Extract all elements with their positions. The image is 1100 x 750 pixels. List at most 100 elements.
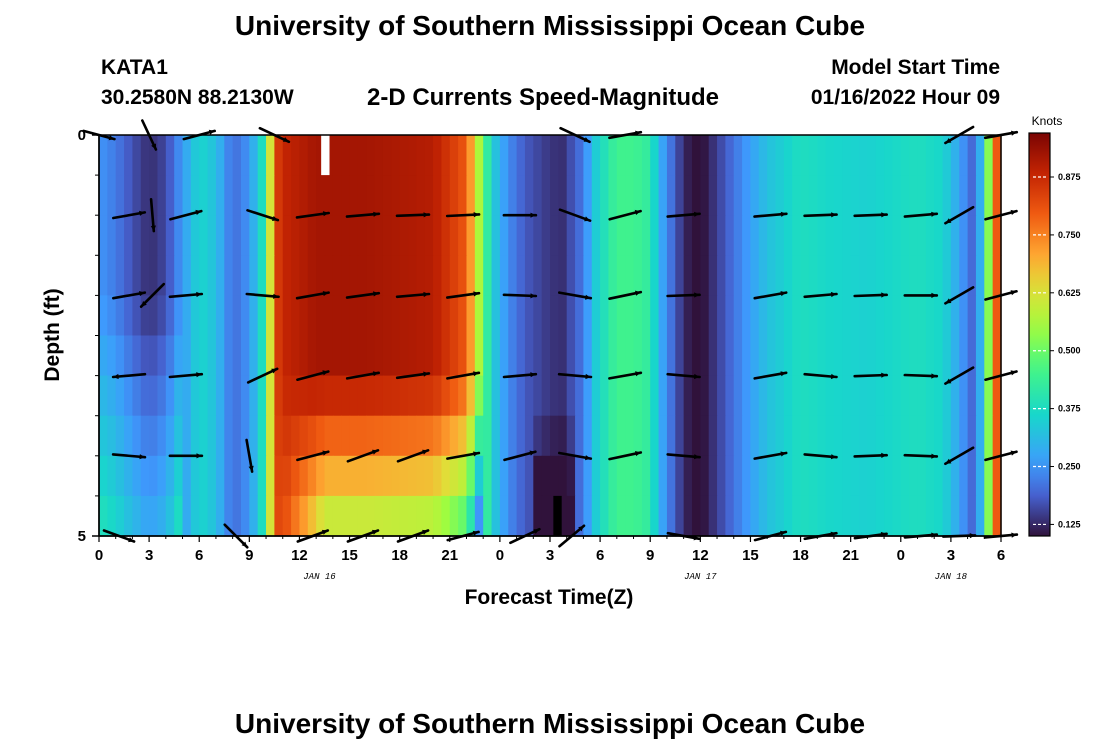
current-vector	[149, 198, 156, 233]
heat-cell	[591, 495, 601, 537]
heat-cell	[324, 215, 334, 256]
heat-cell	[541, 255, 551, 296]
heat-cell	[399, 295, 409, 337]
heat-cell	[942, 335, 952, 377]
heat-cell	[591, 255, 601, 296]
heat-cell	[742, 335, 752, 377]
heat-cell	[758, 175, 768, 216]
heat-cell	[691, 335, 701, 377]
heat-cell	[817, 255, 827, 296]
heat-cell	[900, 215, 910, 256]
heat-cell	[758, 295, 768, 337]
heat-cell	[750, 415, 760, 457]
heat-cell	[240, 215, 250, 256]
heat-cell	[441, 495, 451, 537]
heat-cell	[658, 335, 668, 377]
vector-head	[530, 372, 536, 378]
heat-cell	[783, 415, 793, 457]
heat-cell	[867, 255, 877, 296]
heat-cell	[950, 255, 960, 296]
heat-cell	[575, 255, 585, 296]
heat-cell	[366, 295, 376, 337]
heat-cell	[691, 455, 701, 497]
heat-cell	[341, 375, 351, 417]
current-vector	[168, 372, 204, 379]
heat-cell	[408, 335, 417, 377]
heat-cell	[775, 255, 785, 296]
heat-cell	[274, 495, 284, 537]
current-vector	[395, 291, 431, 299]
heat-cell	[925, 295, 935, 337]
heat-cell	[934, 295, 944, 337]
heat-cell	[583, 135, 593, 176]
current-vector	[245, 438, 254, 473]
heat-cell	[975, 255, 985, 296]
heat-cell	[307, 175, 317, 216]
heat-cell	[591, 375, 601, 417]
current-vector	[853, 372, 889, 378]
vector-head	[585, 455, 591, 461]
heat-cell	[575, 295, 585, 337]
heat-cell	[900, 495, 910, 537]
heat-cell	[207, 455, 217, 497]
heat-cell	[600, 495, 610, 537]
heat-cell	[683, 415, 693, 457]
vector-head	[139, 210, 145, 216]
heat-cell	[132, 175, 142, 216]
heat-cell	[984, 175, 994, 216]
heat-cell	[750, 455, 760, 497]
heat-cell	[775, 495, 785, 537]
chart-title: 2-D Currents Speed-Magnitude	[367, 84, 720, 111]
heat-cell	[257, 335, 267, 377]
heat-cell	[424, 175, 434, 216]
heat-cell	[374, 415, 384, 457]
heat-cell	[950, 455, 960, 497]
heat-cell	[149, 415, 159, 457]
heat-cell	[800, 255, 810, 296]
x-tick-label: 0	[897, 547, 905, 564]
heat-cell	[825, 495, 835, 537]
heat-cell	[458, 215, 468, 256]
heat-cell	[132, 375, 142, 417]
heat-cell	[474, 215, 484, 256]
heat-cell	[767, 415, 777, 457]
heat-cell	[967, 255, 977, 296]
vector-head	[780, 291, 787, 297]
vector-head	[881, 372, 887, 378]
heat-cell	[199, 295, 209, 337]
heat-cell	[474, 495, 484, 537]
heat-cell	[416, 375, 426, 417]
heat-cell	[917, 135, 927, 176]
heat-cell	[942, 295, 952, 337]
heat-cell	[892, 335, 902, 377]
heat-cell	[725, 175, 735, 216]
heat-cell	[541, 375, 551, 417]
heat-cell	[282, 335, 292, 377]
heat-cell	[282, 415, 292, 457]
heat-cell	[650, 455, 660, 497]
vector-head	[1010, 209, 1017, 215]
heat-cell	[691, 415, 701, 457]
heat-cell	[224, 375, 234, 417]
heat-cell	[516, 375, 526, 417]
heat-cell	[550, 335, 559, 377]
heat-cell	[884, 375, 894, 417]
heat-cell	[541, 495, 551, 537]
heat-cell	[650, 335, 660, 377]
vector-head	[945, 378, 952, 384]
vector-head	[945, 458, 952, 464]
heat-cell	[533, 335, 543, 377]
heat-cell	[491, 375, 501, 417]
heat-cell	[541, 295, 551, 337]
heat-cell	[675, 495, 685, 537]
heat-cell	[524, 215, 534, 256]
heat-cell	[700, 455, 710, 497]
heat-cell	[424, 495, 434, 537]
heat-cell	[792, 255, 802, 296]
vector-head	[282, 137, 289, 142]
heat-cell	[708, 215, 718, 256]
vector-head	[945, 138, 952, 143]
current-vector	[246, 209, 280, 222]
heat-cell	[240, 255, 250, 296]
